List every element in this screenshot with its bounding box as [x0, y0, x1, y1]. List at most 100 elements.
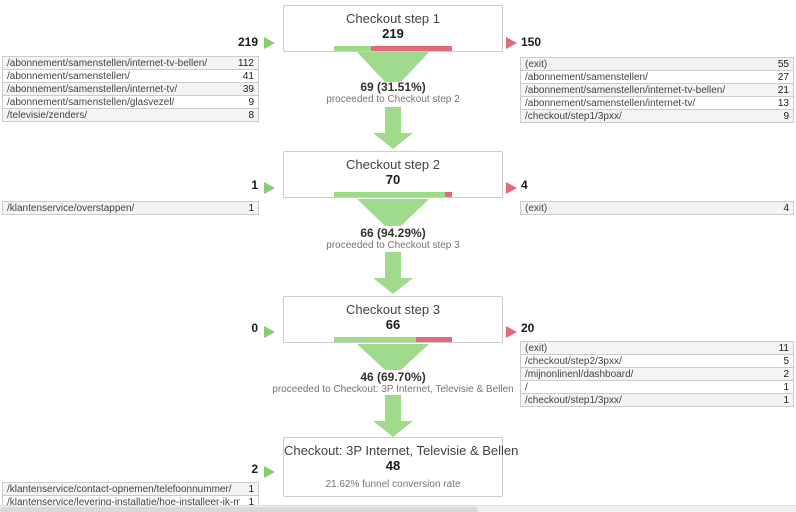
page-count: 9: [783, 110, 789, 122]
page-path: (exit): [525, 342, 548, 354]
table-row: /checkout/step1/3pxx/9: [520, 109, 794, 123]
exit-arrow-icon: [506, 326, 517, 338]
funnel-connector: [356, 344, 430, 370]
page-path: /klantenservice/contact-opnemen/telefoon…: [7, 483, 232, 495]
down-arrow-stem: [385, 107, 401, 133]
funnel-conversion-rate: 21.62% funnel conversion rate: [325, 479, 461, 490]
step-title: Checkout: 3P Internet, Televisie & Belle…: [284, 443, 519, 458]
table-row: /klantenservice/contact-opnemen/telefoon…: [2, 482, 259, 496]
funnel-step-box-1: Checkout step 1 219: [283, 5, 503, 52]
page-count: 9: [248, 96, 254, 108]
down-arrow-icon: [373, 421, 413, 437]
step-title: Checkout step 2: [346, 157, 440, 172]
funnel-step-box-2: Checkout step 2 70: [283, 151, 503, 198]
page-path: /televisie/zenders/: [7, 109, 88, 121]
down-arrow-icon: [373, 278, 413, 294]
page-count: 11: [778, 342, 789, 354]
page-count: 5: [783, 355, 789, 367]
page-count: 4: [783, 202, 789, 214]
table-row: /mijnonlinenl/dashboard/2: [520, 367, 794, 381]
scrollbar-thumb[interactable]: [0, 507, 478, 512]
exit-arrow-icon: [506, 37, 517, 49]
page-path: /checkout/step1/3pxx/: [525, 110, 622, 122]
step-value: 48: [385, 458, 401, 473]
step-value: 70: [385, 172, 401, 187]
funnel-connector: [356, 52, 430, 82]
entry-count-step1: 219: [237, 35, 258, 49]
page-path: /abonnement/samenstellen/glasvezel/: [7, 96, 175, 108]
exit-table-step1: (exit) 55 /abonnement/samenstellen/27 /ab…: [520, 57, 794, 123]
page-path: (exit): [525, 58, 548, 70]
page-path: /abonnement/samenstellen/: [525, 71, 648, 83]
exit-count-step1: 150: [521, 35, 542, 49]
step-value: 219: [382, 26, 404, 41]
table-row: /abonnement/samenstellen/27: [520, 70, 794, 84]
table-row: (exit) 55: [520, 57, 794, 71]
entry-arrow-icon: [264, 466, 275, 478]
table-row: /abonnement/samenstellen/41: [2, 69, 259, 83]
step-proportion-bar: [334, 337, 452, 342]
transition-count: 69 (31.51%): [360, 80, 426, 94]
step-proportion-bar: [334, 46, 452, 51]
funnel-connector: [356, 199, 430, 226]
page-count: 13: [777, 97, 789, 109]
page-path: /: [525, 381, 528, 393]
page-count: 2: [783, 368, 789, 380]
page-path: /klantenservice/overstappen/: [7, 202, 135, 214]
exit-table-step3: (exit) 11 /checkout/step2/3pxx/5 /mijnonl…: [520, 341, 794, 407]
down-arrow-stem: [385, 252, 401, 278]
page-path: /mijnonlinenl/dashboard/: [525, 368, 634, 380]
entry-arrow-icon: [264, 37, 275, 49]
entry-arrow-icon: [264, 182, 275, 194]
table-row: /checkout/step1/3pxx/1: [520, 393, 794, 407]
page-count: 27: [777, 71, 789, 83]
table-row: /klantenservice/overstappen/1: [2, 201, 259, 215]
table-row: (exit) 11: [520, 341, 794, 355]
page-count: 8: [248, 109, 254, 121]
entry-table-step1: /abonnement/samenstellen/internet-tv-bel…: [2, 56, 259, 122]
table-row: /televisie/zenders/8: [2, 108, 259, 122]
page-path: /checkout/step2/3pxx/: [525, 355, 622, 367]
step-value: 66: [385, 317, 401, 332]
step-title: Checkout step 3: [346, 302, 440, 317]
page-path: /abonnement/samenstellen/: [7, 70, 130, 82]
page-count: 1: [248, 202, 254, 214]
down-arrow-icon: [373, 133, 413, 149]
page-path: /checkout/step1/3pxx/: [525, 394, 622, 406]
table-row: (exit) 4: [520, 201, 794, 215]
page-path: /abonnement/samenstellen/internet-tv-bel…: [7, 57, 208, 69]
transition-count: 46 (69.70%): [360, 370, 426, 384]
step-proportion-bar: [334, 192, 452, 197]
funnel-step-box-3: Checkout step 3 66: [283, 296, 503, 343]
exit-count-step2: 4: [521, 178, 528, 192]
page-count: 39: [242, 83, 254, 95]
entry-table-step2: /klantenservice/overstappen/1: [2, 201, 259, 215]
page-count: 21: [777, 84, 789, 96]
step-title: Checkout step 1: [346, 11, 440, 26]
bar-green-segment: [334, 337, 417, 342]
transition-label: proceeded to Checkout step 3: [326, 240, 460, 251]
page-count: 1: [783, 381, 789, 393]
page-count: 41: [242, 70, 254, 82]
entry-count-step2: 1: [251, 178, 258, 192]
page-count: 1: [248, 483, 254, 495]
bar-green-segment: [334, 46, 372, 51]
entry-count-step4: 2: [251, 462, 258, 476]
page-path: /klantenservice/levering-installatie/hoe…: [7, 496, 241, 508]
page-path: /abonnement/samenstellen/internet-tv-bel…: [525, 84, 726, 96]
exit-table-step2: (exit) 4: [520, 201, 794, 215]
exit-arrow-icon: [506, 182, 517, 194]
bar-green-segment: [334, 192, 446, 197]
transition-label: proceeded to Checkout step 2: [326, 94, 460, 105]
table-row: /abonnement/samenstellen/internet-tv-bel…: [2, 56, 259, 70]
page-path: (exit): [525, 202, 548, 214]
page-count: 1: [783, 394, 789, 406]
page-path: /abonnement/samenstellen/internet-tv/: [7, 83, 178, 95]
transition-count: 66 (94.29%): [360, 226, 426, 240]
horizontal-scrollbar[interactable]: [0, 505, 796, 512]
entry-count-step3: 0: [251, 321, 258, 335]
table-row: /checkout/step2/3pxx/5: [520, 354, 794, 368]
page-count: 112: [238, 57, 254, 69]
funnel-goal-box: Checkout: 3P Internet, Televisie & Belle…: [283, 437, 519, 497]
